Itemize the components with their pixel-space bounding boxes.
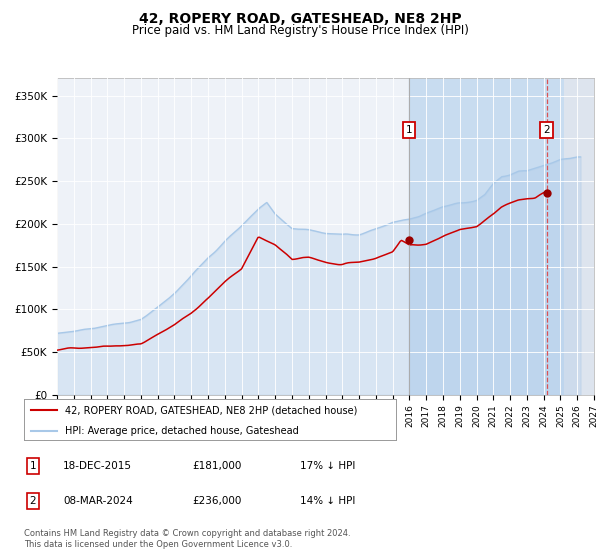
Text: 42, ROPERY ROAD, GATESHEAD, NE8 2HP: 42, ROPERY ROAD, GATESHEAD, NE8 2HP [139,12,461,26]
Text: 1: 1 [29,461,37,471]
Text: 2: 2 [544,125,550,135]
Bar [564,78,594,395]
Text: 14% ↓ HPI: 14% ↓ HPI [300,496,355,506]
Text: £236,000: £236,000 [192,496,241,506]
Text: 17% ↓ HPI: 17% ↓ HPI [300,461,355,471]
Text: 08-MAR-2024: 08-MAR-2024 [63,496,133,506]
Bar [564,78,594,395]
Text: Price paid vs. HM Land Registry's House Price Index (HPI): Price paid vs. HM Land Registry's House … [131,24,469,37]
Text: 1: 1 [406,125,412,135]
Text: 18-DEC-2015: 18-DEC-2015 [63,461,132,471]
Text: 42, ROPERY ROAD, GATESHEAD, NE8 2HP (detached house): 42, ROPERY ROAD, GATESHEAD, NE8 2HP (det… [65,405,357,415]
Text: HPI: Average price, detached house, Gateshead: HPI: Average price, detached house, Gate… [65,426,299,436]
Text: £181,000: £181,000 [192,461,241,471]
Bar [409,78,564,395]
Text: 2: 2 [29,496,37,506]
Text: Contains HM Land Registry data © Crown copyright and database right 2024.
This d: Contains HM Land Registry data © Crown c… [24,529,350,549]
